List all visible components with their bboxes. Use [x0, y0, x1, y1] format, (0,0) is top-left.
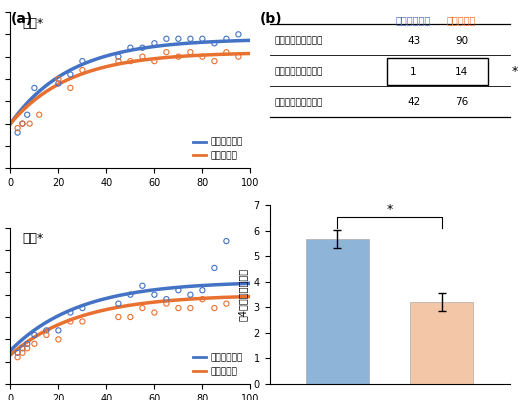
- Text: 42: 42: [407, 98, 420, 108]
- Point: [222, 36, 230, 42]
- Point: [210, 58, 218, 64]
- Point: [114, 300, 123, 307]
- Point: [210, 305, 218, 311]
- Point: [54, 327, 62, 334]
- Point: [42, 332, 50, 338]
- Point: [14, 129, 22, 136]
- Point: [25, 120, 34, 127]
- Point: [23, 345, 31, 352]
- Legend: 合成できない, 合成できる: 合成できない, 合成できる: [189, 350, 246, 380]
- Point: [174, 54, 183, 60]
- Point: [222, 238, 230, 244]
- Point: [18, 120, 27, 127]
- Point: [222, 49, 230, 55]
- Point: [186, 292, 194, 298]
- Text: 妊娠したメスの匹数: 妊娠したメスの匹数: [275, 98, 323, 107]
- Point: [162, 300, 171, 307]
- Bar: [306, 239, 369, 384]
- Point: [30, 332, 38, 338]
- Point: [14, 350, 22, 356]
- Point: [174, 36, 183, 42]
- Point: [138, 282, 147, 289]
- Point: [78, 305, 86, 311]
- Point: [78, 58, 86, 64]
- Point: [234, 31, 242, 38]
- Legend: 合成できない, 合成できる: 合成できない, 合成できる: [189, 134, 246, 164]
- Point: [186, 305, 194, 311]
- Point: [30, 85, 38, 91]
- Point: [210, 265, 218, 271]
- Point: [54, 80, 62, 87]
- Point: [162, 49, 171, 55]
- Text: (a): (a): [10, 12, 33, 26]
- Point: [126, 292, 135, 298]
- Text: 43: 43: [407, 36, 420, 46]
- Point: [198, 36, 206, 42]
- Point: [174, 305, 183, 311]
- Point: [198, 287, 206, 294]
- Point: [126, 314, 135, 320]
- Point: [150, 40, 159, 46]
- Point: [66, 85, 74, 91]
- Bar: [410, 302, 473, 384]
- Point: [66, 71, 74, 78]
- Point: [30, 341, 38, 347]
- Point: [66, 309, 74, 316]
- Text: *: *: [512, 65, 518, 78]
- Point: [162, 36, 171, 42]
- Point: [150, 58, 159, 64]
- Point: [150, 292, 159, 298]
- Point: [54, 336, 62, 342]
- Point: [18, 120, 27, 127]
- Text: 14: 14: [455, 66, 468, 76]
- Point: [14, 125, 22, 131]
- Text: オス*: オス*: [22, 17, 44, 30]
- Point: [114, 54, 123, 60]
- Text: メス*: メス*: [22, 232, 44, 245]
- Point: [42, 327, 50, 334]
- Point: [114, 58, 123, 64]
- Text: 妊娠しなかったメス: 妊娠しなかったメス: [275, 67, 323, 76]
- Point: [150, 309, 159, 316]
- Y-axis label: 仙4の数（哺乳時）: 仙4の数（哺乳時）: [238, 268, 248, 321]
- Point: [138, 54, 147, 60]
- Point: [222, 300, 230, 307]
- Point: [54, 76, 62, 82]
- Text: 76: 76: [455, 98, 468, 108]
- Point: [186, 36, 194, 42]
- Point: [198, 296, 206, 302]
- Point: [126, 44, 135, 51]
- Point: [138, 305, 147, 311]
- Point: [234, 54, 242, 60]
- Point: [174, 287, 183, 294]
- Point: [35, 112, 43, 118]
- Point: [18, 345, 27, 352]
- Point: [18, 350, 27, 356]
- Point: [114, 314, 123, 320]
- Text: 合成できない: 合成できない: [396, 16, 431, 26]
- Point: [138, 44, 147, 51]
- Point: [78, 67, 86, 73]
- Text: *: *: [386, 203, 393, 216]
- Text: 90: 90: [455, 36, 468, 46]
- Point: [14, 354, 22, 360]
- Text: (b): (b): [260, 12, 283, 26]
- Point: [186, 49, 194, 55]
- Text: 交配（同居）ペア数: 交配（同居）ペア数: [275, 36, 323, 45]
- Point: [23, 112, 31, 118]
- Text: 1: 1: [410, 66, 417, 76]
- Point: [66, 318, 74, 325]
- Point: [162, 296, 171, 302]
- Point: [78, 318, 86, 325]
- Point: [23, 341, 31, 347]
- Point: [126, 58, 135, 64]
- Point: [210, 40, 218, 46]
- Text: 合成できる: 合成できる: [447, 16, 476, 26]
- Point: [198, 54, 206, 60]
